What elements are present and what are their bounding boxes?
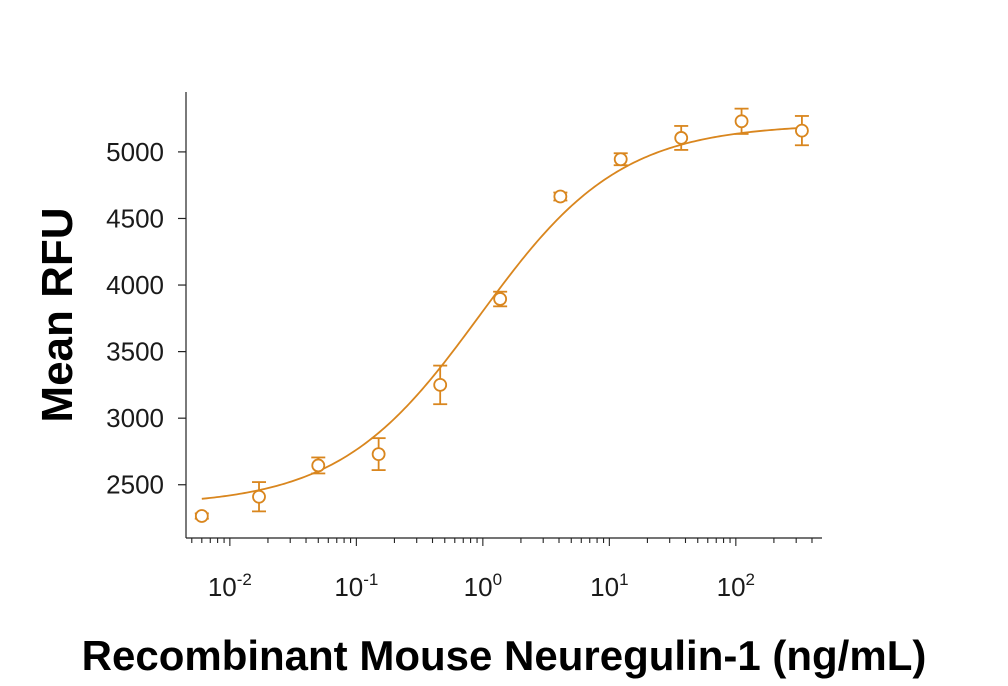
data-point [493, 290, 508, 308]
marker-circle [795, 123, 809, 138]
marker-circle [674, 131, 689, 145]
marker-circle [734, 114, 749, 129]
fit-curve-group [201, 126, 802, 500]
x-tick-label: 102 [717, 570, 755, 602]
data-point [311, 456, 326, 475]
x-tick-label: 100 [464, 570, 502, 602]
data-point [252, 481, 267, 513]
axes [178, 92, 822, 546]
marker-circle [311, 458, 326, 473]
y-tick-label: 2500 [106, 470, 164, 500]
y-axis-label: Mean RFU [33, 207, 82, 422]
data-points [194, 107, 809, 523]
x-tick-label: 101 [590, 570, 628, 602]
x-tick-labels: 10-2 10-1 100 101 102 [208, 570, 755, 602]
data-point [433, 364, 448, 406]
marker-circle [194, 509, 209, 523]
y-tick-labels: 2500 3000 3500 4000 4500 5000 [106, 137, 164, 500]
data-point [613, 152, 628, 167]
marker-circle [371, 447, 386, 462]
y-tick-label: 5000 [106, 137, 164, 167]
marker-circle [433, 377, 448, 392]
marker-circle [493, 292, 508, 306]
data-point [371, 437, 386, 472]
data-point [553, 189, 568, 204]
marker-circle [553, 189, 568, 204]
marker-circle [252, 489, 266, 504]
y-tick-label: 3000 [106, 403, 164, 433]
marker-circle [613, 152, 628, 167]
x-tick-label: 10-2 [208, 570, 252, 602]
y-tick-label: 4000 [106, 270, 164, 300]
fit-curve [201, 126, 802, 500]
x-tick-label: 10-1 [334, 570, 378, 602]
y-tick-label: 3500 [106, 337, 164, 367]
x-axis-label: Recombinant Mouse Neuregulin-1 (ng/mL) [82, 632, 927, 679]
data-point [794, 115, 809, 147]
data-point [734, 107, 749, 135]
data-point [194, 509, 209, 523]
data-point [674, 125, 689, 151]
y-tick-label: 4500 [106, 203, 164, 233]
